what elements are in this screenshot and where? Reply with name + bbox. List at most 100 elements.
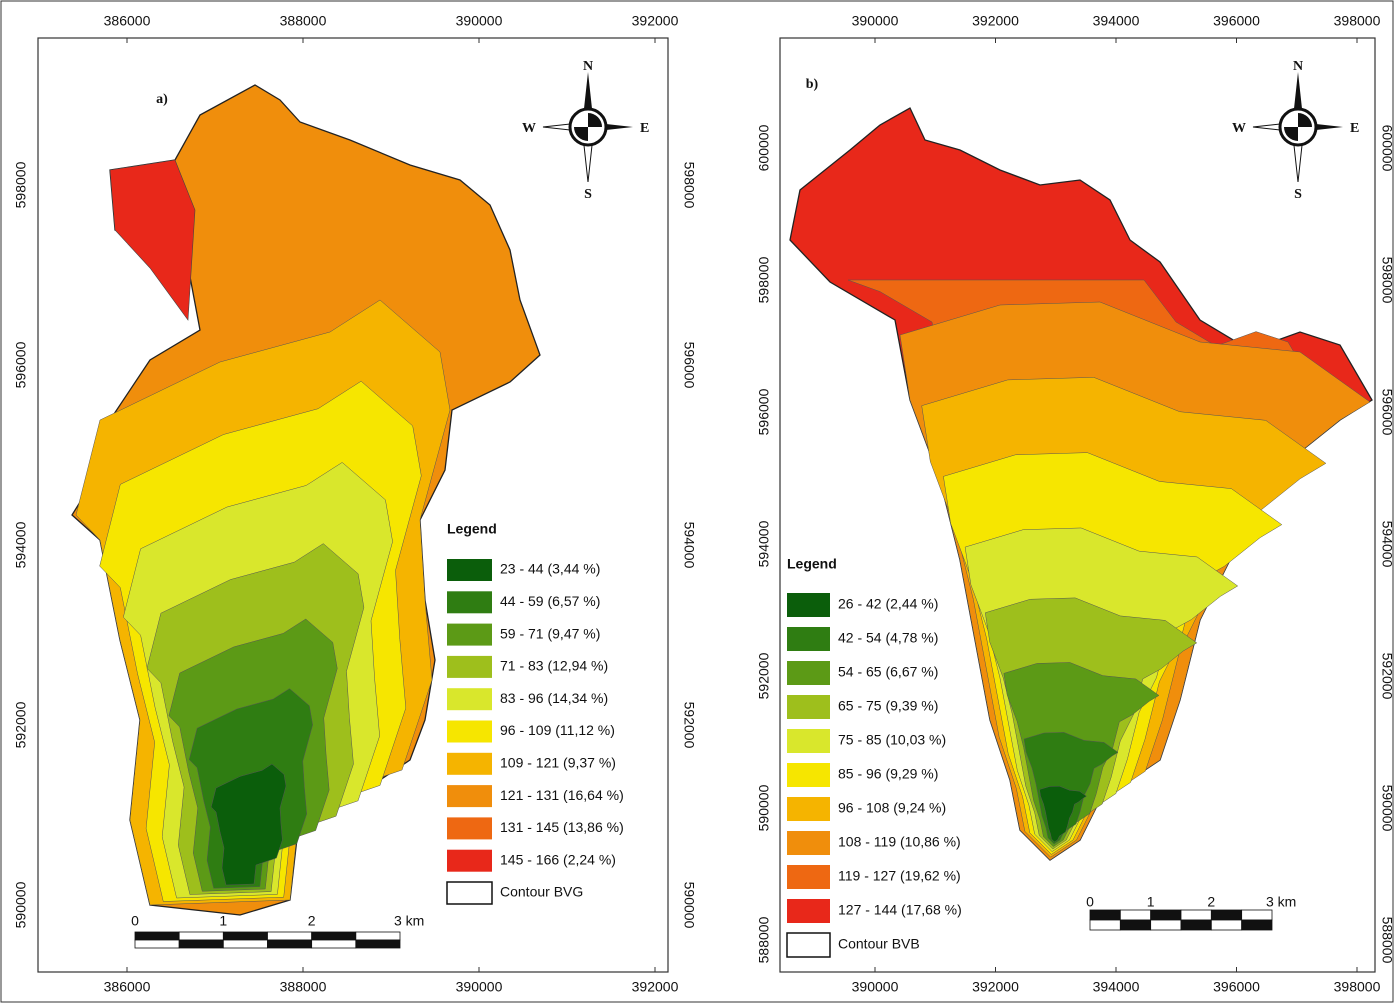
y-tick-label: 598000	[13, 161, 29, 208]
legend-swatch	[447, 623, 492, 646]
compass-e: E	[1350, 121, 1359, 136]
scale-segment	[1180, 919, 1212, 931]
x-tick-label: 392000	[972, 979, 1019, 995]
scale-segment	[1089, 909, 1121, 921]
zone	[109, 159, 196, 321]
y-tick-label: 590000	[756, 784, 772, 831]
scale-segment	[1150, 919, 1182, 931]
x-tick-label: 388000	[280, 979, 327, 995]
scale-segment	[355, 931, 401, 941]
legend-swatch	[787, 865, 830, 889]
scale-label: 3 km	[1266, 894, 1296, 910]
legend-swatch	[786, 932, 831, 958]
legend-label: 119 - 127 (19,62 %)	[838, 868, 961, 884]
scale-label: 2	[308, 913, 316, 929]
x-tick-label: 386000	[104, 13, 151, 29]
scale-segment	[311, 939, 357, 949]
legend-label: 121 - 131 (16,64 %)	[500, 787, 624, 803]
x-tick-label: 394000	[1093, 13, 1140, 29]
legend-swatch	[446, 881, 493, 905]
y-tick-label: 592000	[13, 701, 29, 748]
legend-label: 96 - 108 (9,24 %)	[838, 800, 946, 816]
compass-n: N	[1293, 59, 1303, 74]
x-tick-label: 394000	[1093, 979, 1140, 995]
compass-w: W	[1232, 121, 1246, 136]
legend-swatch	[447, 752, 492, 775]
legend-swatch	[447, 849, 492, 872]
y-tick-label: 588000	[756, 916, 772, 963]
x-tick-label: 390000	[456, 13, 503, 29]
scale-segment	[267, 939, 313, 949]
x-tick-label: 390000	[852, 13, 899, 29]
legend-swatch	[787, 797, 830, 821]
x-tick-label: 392000	[972, 13, 1019, 29]
legend-swatch	[787, 831, 830, 855]
scale-segment	[178, 939, 224, 949]
y-tick-label: 590000	[681, 882, 697, 929]
legend-label: Contour BVG	[500, 884, 583, 900]
legend-label: 71 - 83 (12,94 %)	[500, 658, 608, 674]
legend-label: 85 - 96 (9,29 %)	[838, 766, 938, 782]
y-tick-label: 592000	[756, 652, 772, 699]
scale-segment	[311, 931, 357, 941]
scale-segment	[178, 931, 224, 941]
legend-swatch	[787, 899, 830, 923]
legend-label: 109 - 121 (9,37 %)	[500, 755, 616, 771]
scale-segment	[222, 931, 268, 941]
x-tick-label: 398000	[1334, 13, 1381, 29]
scale-segment	[1210, 919, 1243, 931]
scale-label: 0	[1086, 894, 1094, 910]
legend-swatch	[787, 729, 830, 753]
panel-label: a)	[156, 92, 168, 107]
scale-segment	[1150, 909, 1182, 921]
legend-label: 83 - 96 (14,34 %)	[500, 690, 608, 706]
compass-center	[1284, 113, 1312, 141]
elevation-map	[789, 107, 1373, 861]
legend-label: 44 - 59 (6,57 %)	[500, 593, 600, 609]
compass-center	[574, 113, 602, 141]
legend-label: 108 - 119 (10,86 %)	[838, 834, 961, 850]
scale-label: 1	[1147, 894, 1155, 910]
legend-label: 145 - 166 (2,24 %)	[500, 851, 616, 867]
compass-w: W	[522, 121, 536, 136]
y-tick-label: 590000	[1379, 785, 1394, 832]
scale-segment	[1210, 909, 1243, 921]
y-tick-label: 598000	[1379, 257, 1394, 304]
scale-label: 3 km	[394, 913, 424, 929]
legend-swatch	[787, 695, 830, 719]
panel-label: b)	[806, 77, 819, 92]
compass-n: N	[583, 59, 593, 74]
scale-label: 2	[1207, 894, 1215, 910]
y-tick-label: 600000	[1379, 125, 1394, 172]
y-tick-label: 594000	[13, 521, 29, 568]
y-tick-label: 596000	[681, 342, 697, 389]
y-tick-label: 594000	[1379, 521, 1394, 568]
y-tick-label: 600000	[756, 124, 772, 171]
legend-label: 59 - 71 (9,47 %)	[500, 625, 600, 641]
legend-swatch	[447, 655, 492, 678]
scale-segment	[1180, 909, 1212, 921]
y-tick-label: 598000	[681, 162, 697, 209]
legend-swatch	[447, 591, 492, 614]
legend-swatch	[787, 627, 830, 651]
legend-swatch	[447, 688, 492, 711]
legend-title: Legend	[447, 521, 497, 537]
legend-label: 96 - 109 (11,12 %)	[500, 722, 615, 738]
y-tick-label: 596000	[1379, 389, 1394, 436]
compass-e: E	[640, 121, 649, 136]
scale-segment	[1119, 919, 1152, 931]
y-tick-label: 590000	[13, 881, 29, 928]
x-tick-label: 392000	[632, 13, 679, 29]
zone	[210, 763, 287, 886]
legend-swatch	[447, 785, 492, 808]
x-tick-label: 386000	[104, 979, 151, 995]
scale-segment	[355, 939, 401, 949]
legend-swatch	[787, 763, 830, 787]
elevation-map	[71, 84, 541, 916]
x-tick-label: 398000	[1334, 979, 1381, 995]
compass	[1252, 72, 1343, 183]
scale-segment	[134, 939, 180, 949]
legend-label: 131 - 145 (13,86 %)	[500, 819, 624, 835]
legend-label: 42 - 54 (4,78 %)	[838, 630, 938, 646]
